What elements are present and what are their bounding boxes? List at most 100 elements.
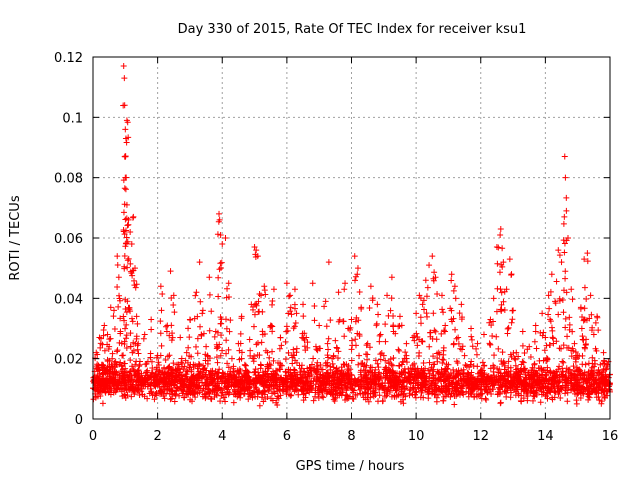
x-tick-label: 12 xyxy=(472,429,489,444)
scatter-point xyxy=(213,354,220,361)
baseline-point xyxy=(295,387,302,394)
x-tick-label: 0 xyxy=(89,429,97,444)
baseline-point xyxy=(392,387,399,394)
roti-point xyxy=(261,283,268,290)
scatter-point xyxy=(175,371,182,378)
roti-point xyxy=(587,292,594,299)
scatter-point xyxy=(581,284,588,291)
scatter-point xyxy=(376,338,383,345)
scatter-point xyxy=(498,357,505,364)
baseline-point xyxy=(582,386,589,393)
scatter-point xyxy=(202,357,209,364)
scatter-point xyxy=(237,330,244,337)
roti-point xyxy=(435,349,442,356)
baseline-point xyxy=(348,381,355,388)
baseline-point xyxy=(552,389,559,396)
scatter-point xyxy=(474,363,481,370)
baseline-point xyxy=(591,367,598,374)
baseline-point xyxy=(268,395,275,402)
baseline-point xyxy=(604,392,611,399)
baseline-point xyxy=(440,378,447,385)
baseline-point xyxy=(195,385,202,392)
scatter-point xyxy=(356,379,363,386)
roti-point xyxy=(258,292,265,299)
scatter-point xyxy=(442,328,449,335)
baseline-point xyxy=(467,390,474,397)
scatter-point xyxy=(182,357,189,364)
baseline-point xyxy=(391,393,398,400)
baseline-point xyxy=(187,396,194,403)
scatter-point xyxy=(377,351,384,358)
scatter-point xyxy=(219,347,226,354)
roti-point xyxy=(217,231,224,238)
scatter-point xyxy=(182,373,189,380)
scatter-point xyxy=(215,274,222,281)
baseline-point xyxy=(379,379,386,386)
roti-point xyxy=(109,376,116,383)
scatter-point xyxy=(159,291,166,297)
roti-point xyxy=(303,334,310,341)
roti-point xyxy=(212,328,219,335)
roti-point xyxy=(122,174,129,181)
x-tick-label: 10 xyxy=(408,429,425,444)
scatter-point xyxy=(528,375,535,382)
baseline-point xyxy=(327,390,334,397)
roti-point xyxy=(506,256,513,263)
scatter-point xyxy=(501,360,508,367)
scatter-point xyxy=(431,269,438,276)
scatter-point xyxy=(367,364,374,371)
scatter-point xyxy=(147,373,154,380)
baseline-point xyxy=(382,357,389,364)
baseline-point xyxy=(157,391,164,398)
scatter-point xyxy=(129,272,136,279)
scatter-point xyxy=(163,328,170,335)
scatter-point xyxy=(563,368,570,375)
baseline-point xyxy=(301,380,308,387)
baseline-point xyxy=(422,365,429,372)
baseline-point xyxy=(465,393,472,400)
scatter-point xyxy=(157,330,164,337)
baseline-point xyxy=(233,374,240,381)
scatter-point xyxy=(257,365,264,372)
scatter-point xyxy=(200,362,207,369)
roti-point xyxy=(138,370,145,377)
scatter-point xyxy=(161,379,168,386)
scatter-point xyxy=(214,359,221,366)
roti-point xyxy=(403,340,410,347)
roti-point xyxy=(296,376,303,383)
baseline-point xyxy=(368,383,375,390)
scatter-point xyxy=(578,325,585,332)
scatter-point xyxy=(513,368,520,375)
baseline-point xyxy=(605,374,612,381)
roti-point xyxy=(119,352,126,359)
scatter-point xyxy=(337,378,344,385)
baseline-point xyxy=(149,370,156,377)
scatter-point xyxy=(386,375,393,382)
baseline-point xyxy=(600,388,607,395)
baseline-point xyxy=(326,379,333,386)
scatter-point xyxy=(238,349,245,356)
scatter-point xyxy=(340,318,347,325)
roti-point xyxy=(600,349,607,356)
scatter-point xyxy=(132,284,139,291)
baseline-point xyxy=(518,383,525,390)
scatter-point xyxy=(356,352,363,359)
baseline-point xyxy=(185,391,192,398)
scatter-point xyxy=(355,317,362,324)
scatter-point xyxy=(171,309,178,316)
baseline-point xyxy=(223,383,230,390)
scatter-point xyxy=(603,363,610,370)
roti-point xyxy=(96,334,103,341)
baseline-point xyxy=(337,390,344,397)
scatter-point xyxy=(112,377,119,384)
scatter-point xyxy=(321,303,328,310)
baseline-point xyxy=(568,370,575,377)
scatter-point xyxy=(605,386,612,393)
scatter-point xyxy=(325,354,332,361)
scatter-point xyxy=(123,139,130,146)
roti-point xyxy=(564,235,571,241)
scatter-point xyxy=(387,356,394,363)
baseline-point xyxy=(564,398,571,405)
baseline-point xyxy=(322,373,329,380)
scatter-point xyxy=(214,231,221,238)
